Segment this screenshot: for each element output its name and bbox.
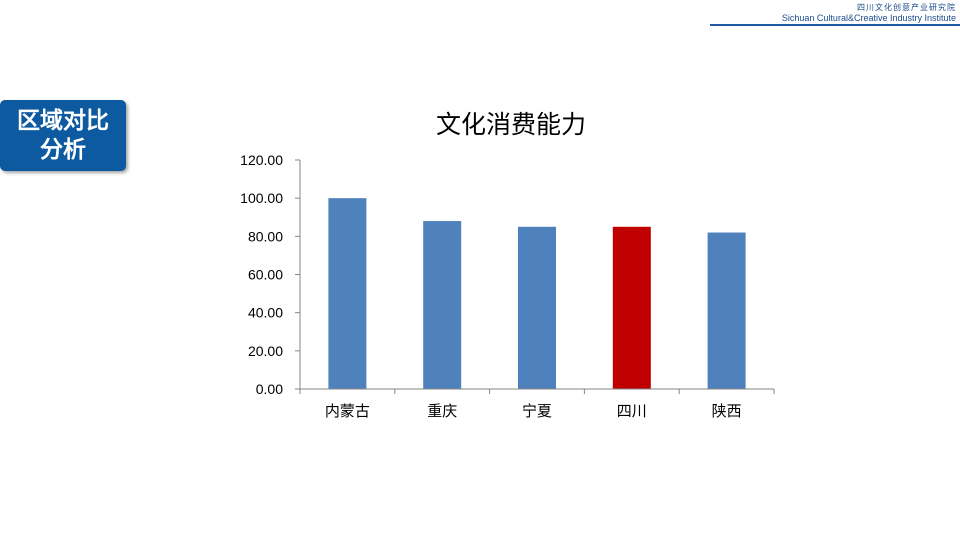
bar-4 [612,226,651,389]
bar-5 [707,232,746,389]
x-tick-label: 宁夏 [522,402,552,420]
section-badge: 区域对比 分析 [0,100,126,171]
y-axis: 0.00 20.00 40.00 60.00 80.00 100.00 120.00 [240,152,301,397]
org-name-en: Sichuan Cultural&Creative Industry Insti… [781,13,956,23]
bar-2 [423,221,462,389]
y-tick-label: 80.00 [248,228,283,244]
bars [328,198,746,389]
org-name-cn: 四川文化创意产业研究院 [857,3,956,12]
y-tick-label: 40.00 [248,305,283,321]
y-tick-label: 0.00 [256,381,283,397]
y-tick-label: 100.00 [240,190,283,206]
badge-line-1: 区域对比 [17,107,109,134]
y-tick-label: 120.00 [240,152,283,168]
x-tick-label: 陕西 [712,402,742,420]
x-tick-label: 重庆 [427,402,457,420]
x-tick-label: 内蒙古 [325,402,370,420]
header-divider [710,24,960,26]
org-header: 四川文化创意产业研究院 Sichuan Cultural&Creative In… [782,3,956,23]
y-tick-label: 20.00 [248,343,283,359]
bar-3 [518,226,556,389]
y-tick-label: 60.00 [248,267,283,283]
badge-line-2: 分析 [40,136,86,163]
x-axis: 内蒙古 重庆 宁夏 四川 陕西 [299,388,775,420]
chart-title: 文化消费能力 [436,110,586,139]
bar-1 [328,198,367,389]
x-tick-label: 四川 [617,402,647,420]
